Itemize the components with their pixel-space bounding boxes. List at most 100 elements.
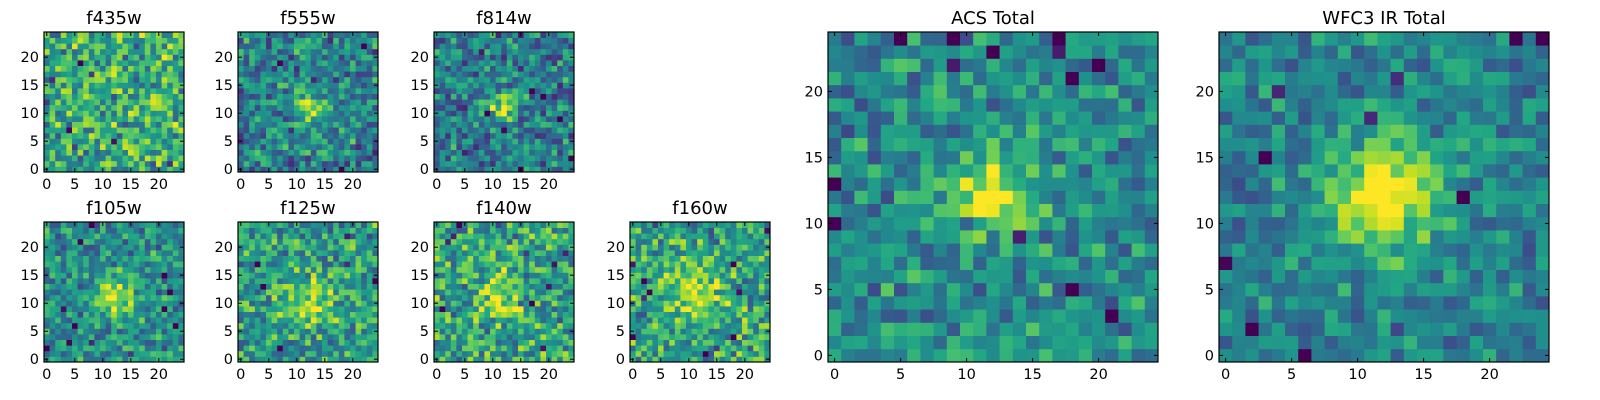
heatmap-cell	[523, 222, 530, 228]
heatmap-cell	[105, 227, 112, 234]
heatmap-cell	[529, 328, 536, 335]
heatmap-cell	[350, 278, 356, 284]
heatmap-cell	[434, 345, 440, 352]
heatmap-cell	[551, 60, 558, 66]
heatmap-cell	[702, 266, 709, 273]
heatmap-cell	[652, 266, 659, 273]
heatmap-cell	[299, 272, 306, 279]
heatmap-cell	[83, 222, 90, 228]
heatmap-cell	[49, 82, 56, 89]
heatmap-cell	[44, 132, 50, 139]
heatmap-cell	[288, 160, 295, 167]
heatmap-cell	[66, 255, 73, 262]
heatmap-cell	[116, 54, 123, 61]
heatmap-cell	[150, 149, 157, 156]
heatmap-cell	[725, 250, 732, 256]
heatmap-cell	[316, 317, 323, 324]
heatmap-cell	[1144, 256, 1159, 270]
heatmap-cell	[691, 278, 698, 284]
heatmap-cell	[534, 350, 541, 357]
heatmap-cell	[344, 54, 351, 61]
heatmap-cell	[66, 227, 73, 234]
heatmap-cell	[372, 339, 379, 346]
heatmap-cell	[305, 317, 312, 324]
heatmap-cell	[156, 311, 162, 318]
heatmap-cell	[512, 99, 519, 106]
heatmap-cell	[366, 289, 373, 296]
heatmap-cell	[49, 160, 56, 167]
heatmap-cell	[361, 71, 368, 78]
heatmap-cell	[139, 238, 146, 245]
heatmap-cell	[758, 261, 765, 268]
heatmap-cell	[55, 71, 62, 78]
heatmap-cell	[294, 144, 300, 150]
heatmap-cell	[316, 244, 323, 251]
heatmap-cell	[55, 121, 62, 128]
heatmap-cell	[316, 289, 323, 296]
heatmap-cell	[139, 32, 146, 38]
heatmap-cell	[150, 339, 157, 346]
heatmap-cell	[518, 43, 524, 50]
x-tick-label: 0	[628, 367, 637, 383]
heatmap-cell	[49, 272, 56, 279]
heatmap-cell	[161, 88, 168, 94]
heatmap-cell	[238, 88, 244, 94]
heatmap-cell	[445, 82, 452, 89]
heatmap-cell	[764, 322, 771, 329]
heatmap-cell	[652, 261, 659, 268]
heatmap-cell	[562, 48, 569, 55]
heatmap-cell	[366, 65, 373, 72]
heatmap-cell	[669, 278, 676, 284]
heatmap-cell	[156, 43, 162, 50]
heatmap-cell	[999, 243, 1014, 257]
heatmap-cell	[60, 127, 67, 134]
heatmap-cell	[540, 278, 547, 284]
heatmap-cell	[495, 328, 502, 335]
heatmap-cell	[254, 289, 261, 296]
heatmap-cell	[288, 278, 295, 284]
heatmap-cell	[674, 322, 681, 329]
heatmap-cell	[44, 311, 50, 318]
heatmap-cell	[758, 350, 765, 357]
heatmap-cell	[77, 160, 84, 167]
heatmap-cell	[366, 261, 373, 268]
heatmap-cell	[144, 127, 151, 134]
heatmap-cell	[77, 356, 84, 363]
heatmap-cell	[568, 227, 575, 234]
heatmap-cell	[484, 233, 491, 240]
heatmap-cell	[60, 345, 67, 352]
heatmap-cell	[361, 317, 368, 324]
heatmap-cell	[372, 266, 379, 273]
heatmap-cell	[434, 334, 440, 340]
heatmap-cell	[495, 283, 502, 290]
heatmap-cell	[94, 244, 101, 251]
heatmap-cell	[686, 227, 692, 234]
heatmap-cell	[753, 227, 760, 234]
heatmap-cell	[725, 339, 732, 346]
heatmap-cell	[305, 155, 312, 162]
heatmap-cell	[66, 278, 73, 284]
heatmap-cell	[518, 76, 524, 83]
heatmap-cell	[338, 334, 345, 340]
heatmap-cell	[506, 32, 513, 38]
heatmap-cell	[758, 233, 765, 240]
heatmap-cell	[249, 144, 256, 150]
heatmap-cell	[490, 250, 496, 256]
heatmap-cell	[478, 60, 485, 66]
heatmap-cell	[540, 54, 547, 61]
heatmap-cell	[540, 244, 547, 251]
heatmap-cell	[178, 289, 185, 296]
heatmap-cell	[333, 322, 340, 329]
heatmap-cell	[344, 328, 351, 335]
heatmap-cell	[72, 160, 78, 167]
heatmap-cell	[338, 317, 345, 324]
heatmap-cell	[116, 283, 123, 290]
heatmap-cell	[501, 222, 508, 228]
heatmap-cell	[355, 99, 362, 106]
heatmap-cell	[277, 60, 284, 66]
heatmap-cell	[758, 238, 765, 245]
heatmap-cell	[534, 138, 541, 145]
heatmap-cell	[72, 334, 78, 340]
heatmap-cell	[133, 121, 140, 128]
heatmap-cell	[540, 317, 547, 324]
